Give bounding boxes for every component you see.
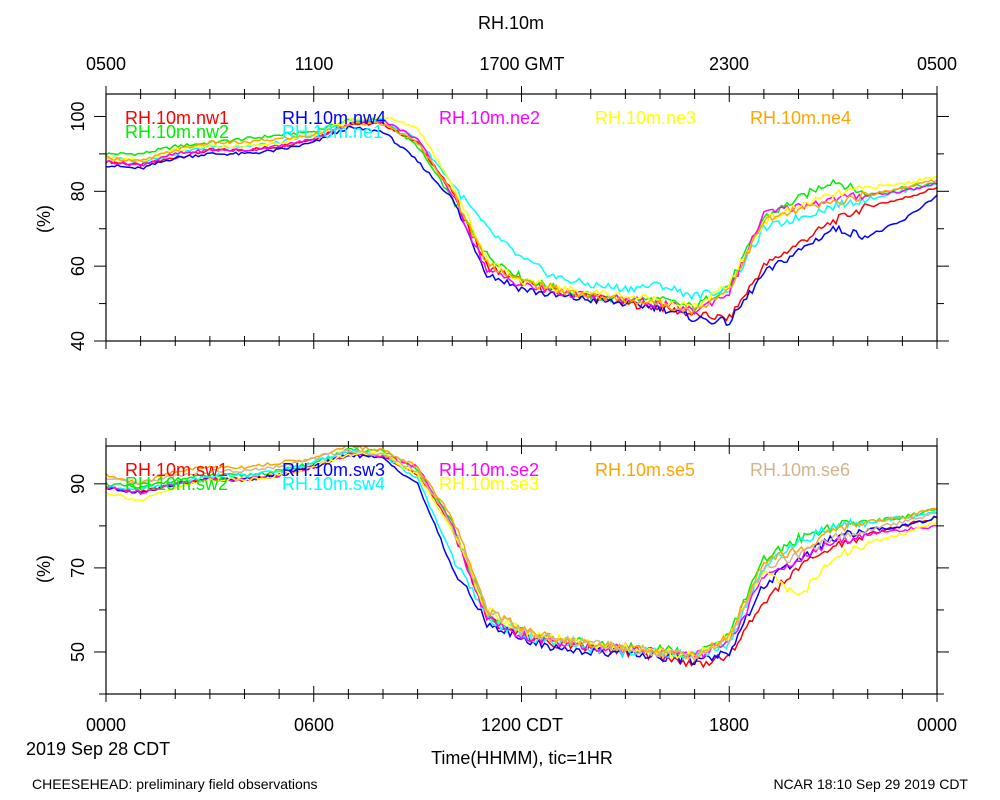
legend-entry-RH-10m-ne4: RH.10m.ne4 — [750, 108, 851, 128]
series-line-RH-10m-ne1 — [106, 117, 937, 301]
y-tick-label: 50 — [68, 642, 88, 662]
legend-entry-RH-10m-sw3: RH.10m.sw3 — [282, 460, 385, 480]
x-axis-label: Time(HHMM), tic=1HR — [431, 748, 613, 768]
series-line-RH-10m-se5 — [106, 446, 937, 661]
series-line-RH-10m-ne4 — [106, 121, 937, 316]
south-panel: 507090RH.10m.sw1RH.10m.sw2RH.10m.sw3RH.1… — [68, 438, 949, 702]
legend-entry-RH-10m-nw2: RH.10m.nw2 — [125, 122, 229, 142]
legend-entry-RH-10m-ne3: RH.10m.ne3 — [595, 108, 696, 128]
legend-entry-RH-10m-nw1: RH.10m.nw1 — [125, 108, 229, 128]
top-tick-label-2: 1700 GMT — [479, 54, 564, 74]
series-line-RH-10m-ne2 — [106, 118, 937, 315]
bottom-tick-label-2: 1200 CDT — [481, 715, 563, 735]
series-line-RH-10m-se3 — [106, 451, 937, 660]
y-tick-label: 70 — [68, 558, 88, 578]
y-tick-label: 40 — [68, 331, 88, 351]
top-tick-label-4: 0500 — [917, 54, 957, 74]
legend-entry-RH-10m-ne1: RH.10m.ne1 — [282, 122, 383, 142]
y-tick-label: 60 — [68, 256, 88, 276]
legend-entry-RH-10m-se3: RH.10m.se3 — [439, 474, 539, 494]
series-line-RH-10m-nw4 — [106, 125, 937, 327]
bottom-tick-label-4: 0000 — [917, 715, 957, 735]
legend-entry-RH-10m-sw1: RH.10m.sw1 — [125, 460, 228, 480]
legend-entry-RH-10m-se6: RH.10m.se6 — [750, 460, 850, 480]
legend-entry-RH-10m-sw2: RH.10m.sw2 — [125, 474, 228, 494]
top-tick-label-0: 0500 — [86, 54, 126, 74]
top-tick-label-3: 2300 — [709, 54, 749, 74]
footer-right: NCAR 18:10 Sep 29 2019 CDT — [773, 776, 968, 792]
legend-entry-RH-10m-se5: RH.10m.se5 — [595, 460, 695, 480]
y-tick-label: 100 — [68, 101, 88, 131]
north-ylabel: (%) — [34, 205, 54, 233]
bottom-tick-label-1: 0600 — [294, 715, 334, 735]
legend-entry-RH-10m-nw4: RH.10m.nw4 — [282, 108, 386, 128]
series-line-RH-10m-nw1 — [106, 121, 937, 322]
plot-frame — [105, 93, 938, 342]
legend-entry-RH-10m-ne2: RH.10m.ne2 — [439, 108, 540, 128]
bottom-tick-label-0: 0000 — [86, 715, 126, 735]
y-tick-label: 90 — [68, 474, 88, 494]
date-label: 2019 Sep 28 CDT — [26, 739, 170, 759]
footer-left: CHEESEHEAD: preliminary field observatio… — [32, 776, 318, 792]
chart-title: RH.10m — [478, 13, 544, 33]
legend-entry-RH-10m-se2: RH.10m.se2 — [439, 460, 539, 480]
series-line-RH-10m-ne3 — [106, 115, 937, 308]
plot-frame — [105, 445, 938, 695]
series-line-RH-10m-se6 — [106, 448, 937, 662]
y-tick-label: 80 — [68, 181, 88, 201]
top-tick-label-1: 1100 — [295, 54, 334, 74]
bottom-tick-label-3: 1800 — [709, 715, 749, 735]
series-line-RH-10m-nw2 — [106, 117, 937, 312]
legend-entry-RH-10m-sw4: RH.10m.sw4 — [282, 474, 385, 494]
south-ylabel: (%) — [34, 555, 54, 583]
series-line-RH-10m-se2 — [106, 451, 937, 660]
